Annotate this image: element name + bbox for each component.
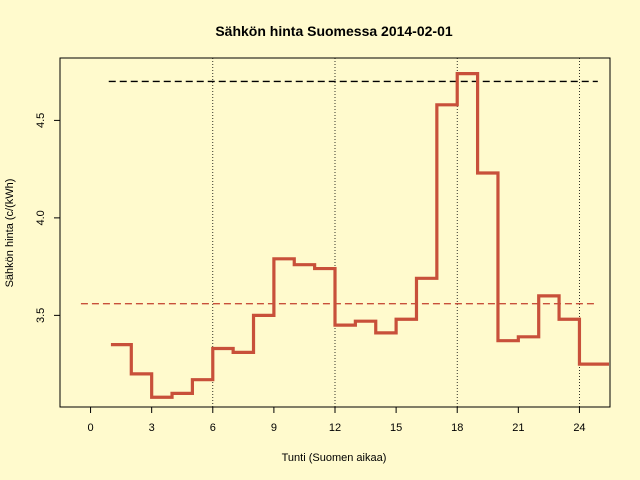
x-tick-label-0: 0	[87, 422, 93, 434]
x-tick-label-9: 9	[271, 422, 277, 434]
x-tick-label-15: 15	[390, 422, 402, 434]
x-tick-label-6: 6	[210, 422, 216, 434]
chart-title: Sähkön hinta Suomessa 2014-02-01	[215, 23, 453, 39]
y-tick-label-4: 4.0	[35, 210, 47, 225]
x-axis-label: Tunti (Suomen aikaa)	[282, 452, 387, 464]
x-tick-label-24: 24	[573, 422, 585, 434]
price-step-line	[110, 71, 609, 399]
x-tick-label-18: 18	[451, 422, 463, 434]
y-tick-label-3.5: 3.5	[35, 308, 47, 323]
x-tick-label-12: 12	[329, 422, 341, 434]
y-axis-label: Sähkön hinta (c/(kWh)	[4, 179, 16, 288]
y-tick-label-4.5: 4.5	[35, 113, 47, 128]
x-tick-label-21: 21	[512, 422, 524, 434]
x-tick-label-3: 3	[149, 422, 155, 434]
plot-area: 0 3 6 9 12 15 18 21 24 3.5 4.0 4.5	[35, 57, 611, 434]
